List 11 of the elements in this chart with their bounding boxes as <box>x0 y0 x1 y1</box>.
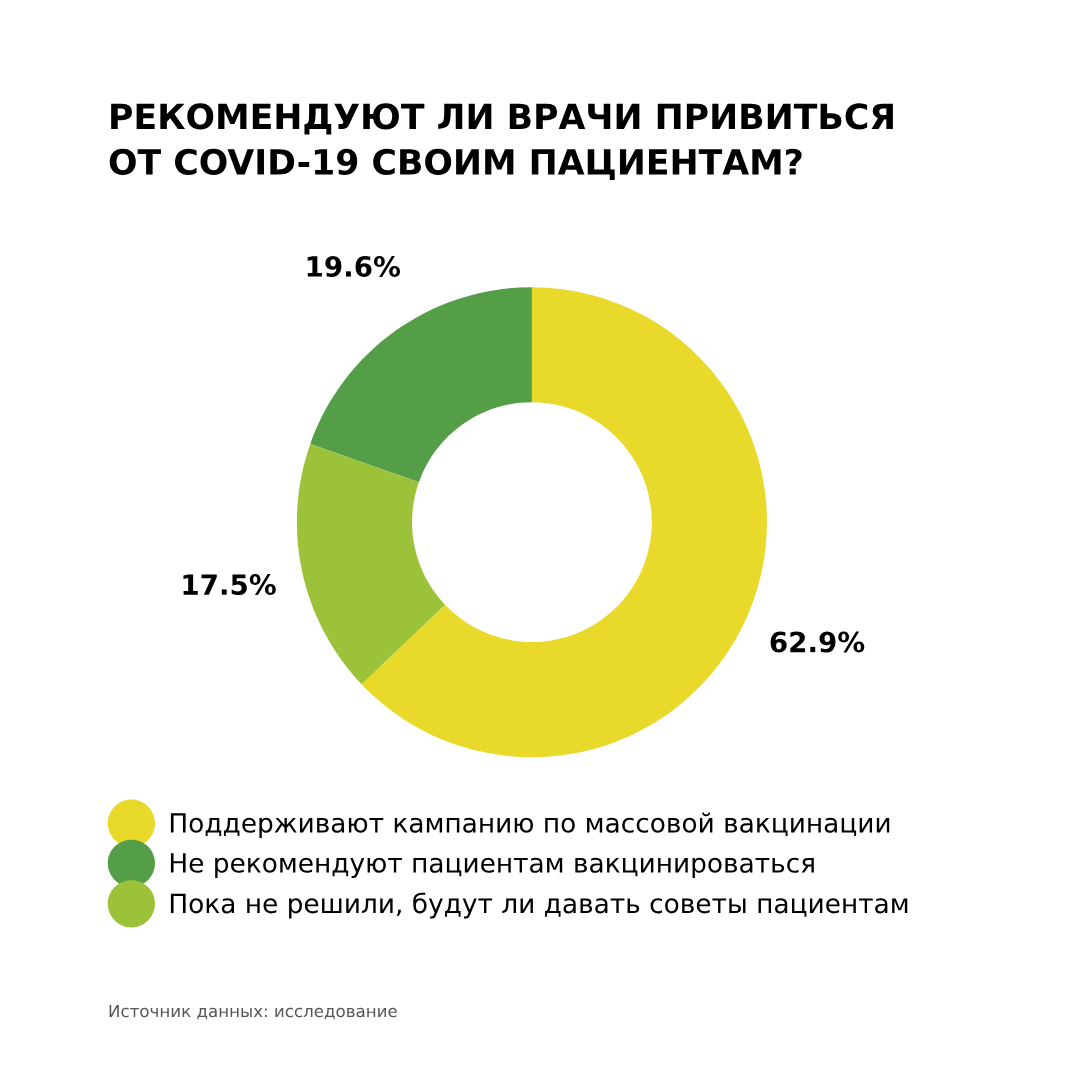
legend-label: Не рекомендуют пациентам вакцинироваться <box>170 853 814 878</box>
text: Источник данных: исследование <box>109 1004 397 1020</box>
donut-slice <box>361 287 767 758</box>
data-label: 17.5% <box>183 574 276 596</box>
donut-slice <box>310 287 532 483</box>
legend-label: Поддерживают кампанию по массовой вакцинации <box>170 812 890 838</box>
chart-title: РЕКОМЕНДУЮТ ЛИ ВРАЧИ ПРИВИТЬСЯ ОТ COVID-19 СВОИМ ПАЦИЕНТАМ? <box>109 103 893 180</box>
donut-slice <box>296 443 446 685</box>
data-label: 62.9% <box>770 631 865 653</box>
data-label: 19.6% <box>307 255 401 277</box>
legend-label: Пока не решили, будут ли давать советы пациентам <box>170 892 908 919</box>
